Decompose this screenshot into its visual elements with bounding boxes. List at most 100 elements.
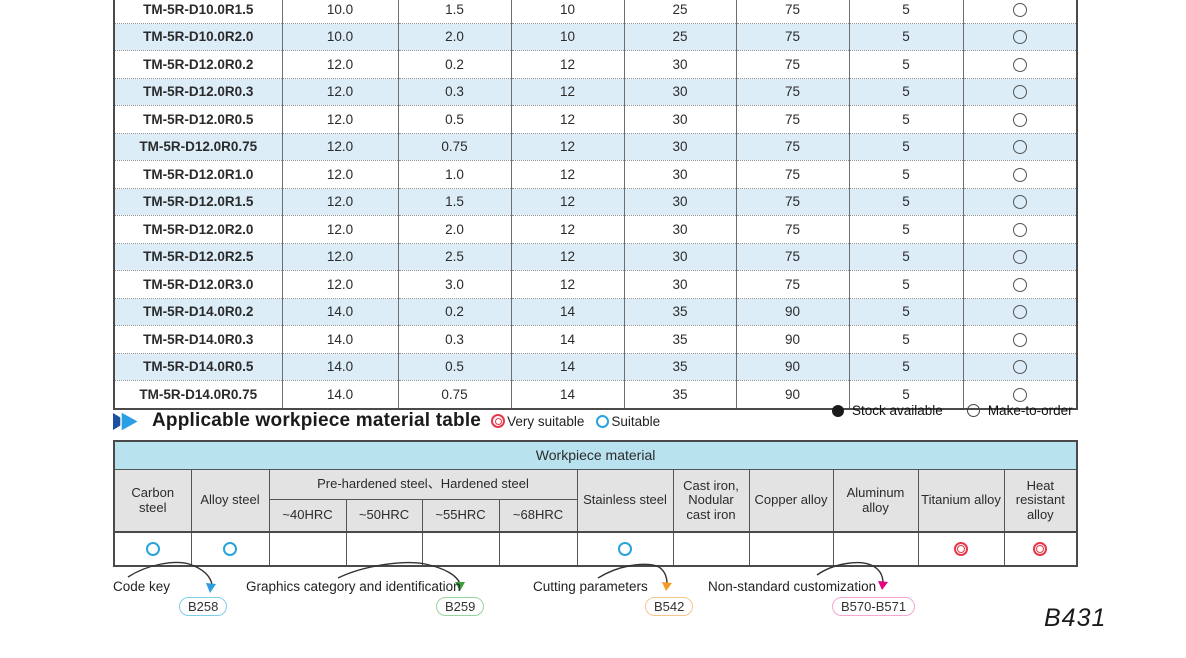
footer-link-label-graphics: Graphics category and identification bbox=[246, 579, 461, 594]
arrow-blue-icon bbox=[206, 583, 216, 593]
stock-status-cell bbox=[962, 105, 1077, 133]
rating-icon bbox=[1033, 542, 1048, 557]
very-suitable-label: Very suitable bbox=[507, 413, 585, 429]
spec-cell: 75 bbox=[735, 77, 849, 106]
spec-cell-r: 1.5 bbox=[397, 187, 511, 216]
spec-cell-d: 10.0 bbox=[281, 22, 398, 51]
spec-cell: 75 bbox=[735, 242, 849, 271]
spec-cell-d: 12.0 bbox=[281, 242, 398, 271]
very-suitable-legend-item: Very suitable bbox=[491, 414, 584, 429]
suitable-legend-item: Suitable bbox=[596, 414, 660, 429]
section-title: Applicable workpiece material table bbox=[152, 410, 482, 431]
spec-table-row: TM-5R-D12.0R0.75 12.0 0.75 12 30 75 5 bbox=[114, 132, 1077, 161]
model-code-cell: TM-5R-D12.0R2.0 bbox=[114, 215, 282, 243]
spec-table-row: TM-5R-D12.0R0.3 12.0 0.3 12 30 75 5 bbox=[114, 77, 1077, 106]
spec-cell: 5 bbox=[848, 0, 963, 23]
header-68hrc: ~68HRC bbox=[498, 499, 578, 533]
model-code-cell: TM-5R-D12.0R0.75 bbox=[114, 132, 282, 161]
footer-link-label-non-standard: Non-standard customization bbox=[708, 579, 877, 594]
stock-available-legend-item: Stock available bbox=[832, 403, 943, 418]
model-code-cell: TM-5R-D14.0R0.2 bbox=[114, 297, 282, 326]
model-code-cell: TM-5R-D12.0R3.0 bbox=[114, 270, 282, 298]
make-to-order-icon bbox=[1012, 112, 1027, 127]
spec-cell: 30 bbox=[623, 215, 736, 243]
spec-table-body: TM-5R-D10.0R1.5 10.0 1.5 10 25 75 5 TM-5… bbox=[114, 0, 1077, 409]
rating-cell-stainless bbox=[576, 531, 674, 567]
footer: Code key Graphics category and identific… bbox=[0, 560, 1186, 658]
suitable-icon bbox=[596, 414, 610, 428]
model-code-cell: TM-5R-D10.0R2.0 bbox=[114, 22, 282, 51]
stock-available-label: Stock available bbox=[852, 403, 943, 418]
arrow-curve-graphics bbox=[337, 561, 461, 585]
model-code-cell: TM-5R-D12.0R0.5 bbox=[114, 105, 282, 133]
make-to-order-icon bbox=[1012, 30, 1027, 45]
model-code-cell: TM-5R-D14.0R0.75 bbox=[114, 380, 282, 409]
make-to-order-icon bbox=[1012, 332, 1027, 347]
spec-cell-d: 12.0 bbox=[281, 50, 398, 78]
spec-cell: 14 bbox=[510, 352, 624, 381]
spec-cell-d: 14.0 bbox=[281, 352, 398, 381]
header-carbon-steel: Carbon steel bbox=[113, 469, 192, 533]
stock-status-cell bbox=[962, 187, 1077, 216]
spec-table-row: TM-5R-D12.0R3.0 12.0 3.0 12 30 75 5 bbox=[114, 270, 1077, 298]
page-ref-pill-b258[interactable]: B258 bbox=[179, 597, 228, 616]
make-to-order-icon bbox=[1012, 277, 1027, 292]
stock-available-icon bbox=[832, 404, 844, 417]
header-40hrc: ~40HRC bbox=[268, 499, 347, 533]
stock-status-cell bbox=[962, 50, 1077, 78]
page-ref-pill-b570-b571[interactable]: B570-B571 bbox=[832, 597, 916, 616]
rating-cell-55hrc bbox=[421, 531, 500, 567]
suitability-legend: Very suitable Suitable bbox=[491, 414, 660, 429]
spec-cell: 12 bbox=[510, 50, 624, 78]
spec-cell: 30 bbox=[623, 270, 736, 298]
rating-cell-copper bbox=[748, 531, 834, 567]
spec-cell: 35 bbox=[623, 325, 736, 353]
page-ref-pill-b542[interactable]: B542 bbox=[645, 597, 694, 616]
workpiece-material-header: Workpiece material bbox=[113, 440, 1078, 470]
spec-cell: 12 bbox=[510, 160, 624, 188]
make-to-order-icon bbox=[1012, 57, 1027, 72]
spec-cell: 5 bbox=[848, 105, 963, 133]
spec-cell: 90 bbox=[735, 325, 849, 353]
spec-cell: 30 bbox=[623, 242, 736, 271]
spec-cell-r: 0.2 bbox=[397, 297, 511, 326]
rating-icon bbox=[145, 542, 160, 557]
spec-table-row: TM-5R-D10.0R1.5 10.0 1.5 10 25 75 5 bbox=[114, 0, 1077, 23]
spec-cell: 12 bbox=[510, 215, 624, 243]
make-to-order-label: Make-to-order bbox=[987, 403, 1073, 418]
header-50hrc: ~50HRC bbox=[345, 499, 423, 533]
make-to-order-icon bbox=[1012, 195, 1027, 210]
spec-cell-r: 0.2 bbox=[397, 50, 511, 78]
stock-status-cell bbox=[962, 132, 1077, 161]
spec-cell-r: 2.0 bbox=[397, 215, 511, 243]
spec-cell: 12 bbox=[510, 187, 624, 216]
rating-cell-50hrc bbox=[345, 531, 423, 567]
rating-cell-aluminum bbox=[832, 531, 919, 567]
spec-cell: 30 bbox=[623, 50, 736, 78]
spec-table-row: TM-5R-D12.0R2.0 12.0 2.0 12 30 75 5 bbox=[114, 215, 1077, 243]
spec-cell: 10 bbox=[510, 0, 624, 23]
spec-table-row: TM-5R-D12.0R1.0 12.0 1.0 12 30 75 5 bbox=[114, 160, 1077, 188]
header-heat-resistant-alloy: Heat resistant alloy bbox=[1003, 469, 1078, 533]
model-code-cell: TM-5R-D14.0R0.5 bbox=[114, 352, 282, 381]
model-code-cell: TM-5R-D12.0R1.5 bbox=[114, 187, 282, 216]
model-code-cell: TM-5R-D12.0R1.0 bbox=[114, 160, 282, 188]
arrow-curve-code-key bbox=[127, 561, 213, 586]
page-ref-pill-b259[interactable]: B259 bbox=[436, 597, 485, 616]
make-to-order-icon bbox=[1012, 222, 1027, 237]
spec-cell: 75 bbox=[735, 270, 849, 298]
stock-status-cell bbox=[962, 215, 1077, 243]
footer-arrows bbox=[127, 561, 888, 593]
rating-icon bbox=[954, 542, 968, 557]
stock-status-cell bbox=[962, 270, 1077, 298]
spec-cell-d: 14.0 bbox=[281, 325, 398, 353]
spec-cell-d: 12.0 bbox=[281, 270, 398, 298]
spec-cell: 5 bbox=[848, 270, 963, 298]
stock-status-cell bbox=[962, 0, 1077, 23]
spec-cell: 12 bbox=[510, 77, 624, 106]
stock-status-cell bbox=[962, 242, 1077, 271]
header-alloy-steel: Alloy steel bbox=[190, 469, 270, 533]
model-code-cell: TM-5R-D12.0R0.2 bbox=[114, 50, 282, 78]
rating-cell-alloy bbox=[190, 531, 270, 567]
